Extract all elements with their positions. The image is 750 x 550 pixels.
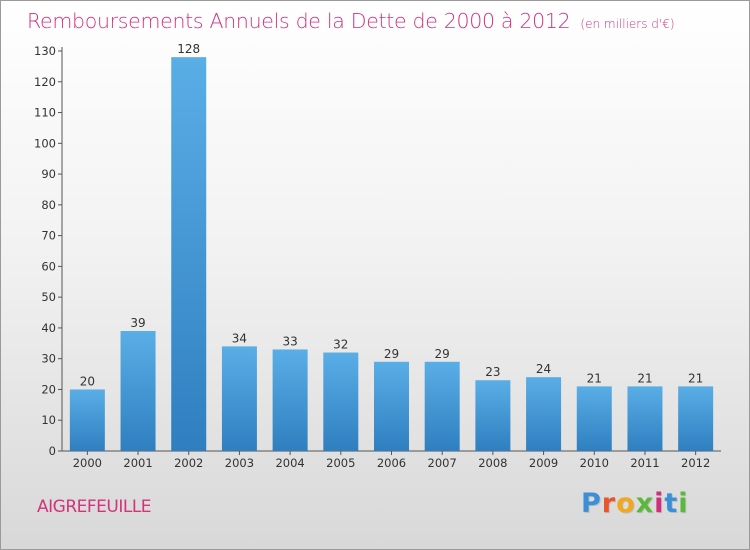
data-label-2002: 128	[177, 42, 200, 56]
brand-letter: r	[601, 488, 617, 519]
proxiti-logo: Proxiti	[581, 488, 689, 519]
data-label-2011: 21	[637, 371, 652, 385]
y-tick-label: 100	[34, 136, 56, 150]
data-label-2007: 29	[435, 347, 450, 361]
bar-2010	[576, 386, 612, 451]
x-tick-label: 2007	[428, 456, 457, 470]
y-tick-label: 0	[49, 444, 56, 458]
brand-letter: x	[635, 488, 655, 519]
commune-name: AIGREFEUILLE	[37, 497, 152, 517]
data-label-2010: 21	[587, 371, 602, 385]
brand-letter: P	[581, 488, 602, 519]
x-tick-label: 2005	[326, 456, 355, 470]
y-tick-label: 60	[41, 259, 56, 273]
data-label-2006: 29	[384, 347, 399, 361]
data-label-2008: 23	[485, 365, 500, 379]
data-label-2009: 24	[536, 362, 551, 376]
data-labels: 20 39 128 34 33 32 29 29 23 24 21 21 21	[80, 42, 704, 388]
y-tick-label: 110	[34, 106, 56, 120]
data-label-2005: 32	[333, 338, 348, 352]
x-tick-label: 2001	[123, 456, 152, 470]
y-tick-label: 30	[41, 352, 56, 366]
y-tick-label: 120	[34, 75, 56, 89]
y-tick-label: 90	[41, 167, 56, 181]
bar-2006	[374, 361, 409, 451]
chart-title-text: Remboursements Annuels de la Dette de 20…	[27, 9, 571, 33]
bar-2002	[171, 57, 207, 452]
data-label-2003: 34	[232, 331, 247, 345]
brand-letter: i	[678, 488, 689, 519]
bar-2004	[272, 349, 308, 451]
bar-2000	[69, 389, 105, 451]
bar-2003	[221, 346, 257, 451]
bar-2008	[475, 380, 511, 451]
brand-letter: i	[654, 488, 665, 519]
brand-letter: o	[616, 488, 636, 519]
axes: 0 10 20 30 40 50 60 70 80 90 100 110 120 130 2000 2001 2…	[34, 44, 721, 470]
y-tick-label: 80	[41, 198, 56, 212]
x-tick-label: 2003	[225, 456, 254, 470]
x-tick-label: 2000	[73, 456, 102, 470]
y-tick-label: 20	[41, 382, 56, 396]
y-tick-label: 70	[41, 229, 56, 243]
x-tick-label: 2010	[580, 456, 609, 470]
bar-2009	[526, 377, 562, 451]
x-tick-label: 2012	[681, 456, 710, 470]
chart-subtitle: (en milliers d'€)	[580, 17, 675, 31]
x-tick-label: 2006	[377, 456, 406, 470]
x-tick-label: 2004	[275, 456, 304, 470]
brand-letter: t	[664, 488, 679, 519]
data-label-2004: 33	[282, 334, 297, 348]
bar-2012	[678, 386, 714, 451]
y-tick-label: 40	[41, 321, 56, 335]
x-tick-label: 2008	[478, 456, 507, 470]
data-label-2012: 21	[688, 371, 703, 385]
data-label-2001: 39	[130, 316, 145, 330]
bar-2007	[424, 361, 460, 451]
bars	[69, 57, 714, 452]
bar-2001	[120, 331, 156, 451]
y-tick-label: 130	[34, 44, 56, 58]
bar-2011	[627, 386, 663, 451]
bar-2005	[323, 352, 359, 451]
x-tick-label: 2002	[174, 456, 203, 470]
chart-title: Remboursements Annuels de la Dette de 20…	[27, 9, 675, 33]
x-tick-label: 2011	[630, 456, 659, 470]
y-tick-label: 10	[41, 413, 56, 427]
x-tick-label: 2009	[529, 456, 558, 470]
y-tick-label: 50	[41, 290, 56, 304]
data-label-2000: 20	[80, 374, 95, 388]
